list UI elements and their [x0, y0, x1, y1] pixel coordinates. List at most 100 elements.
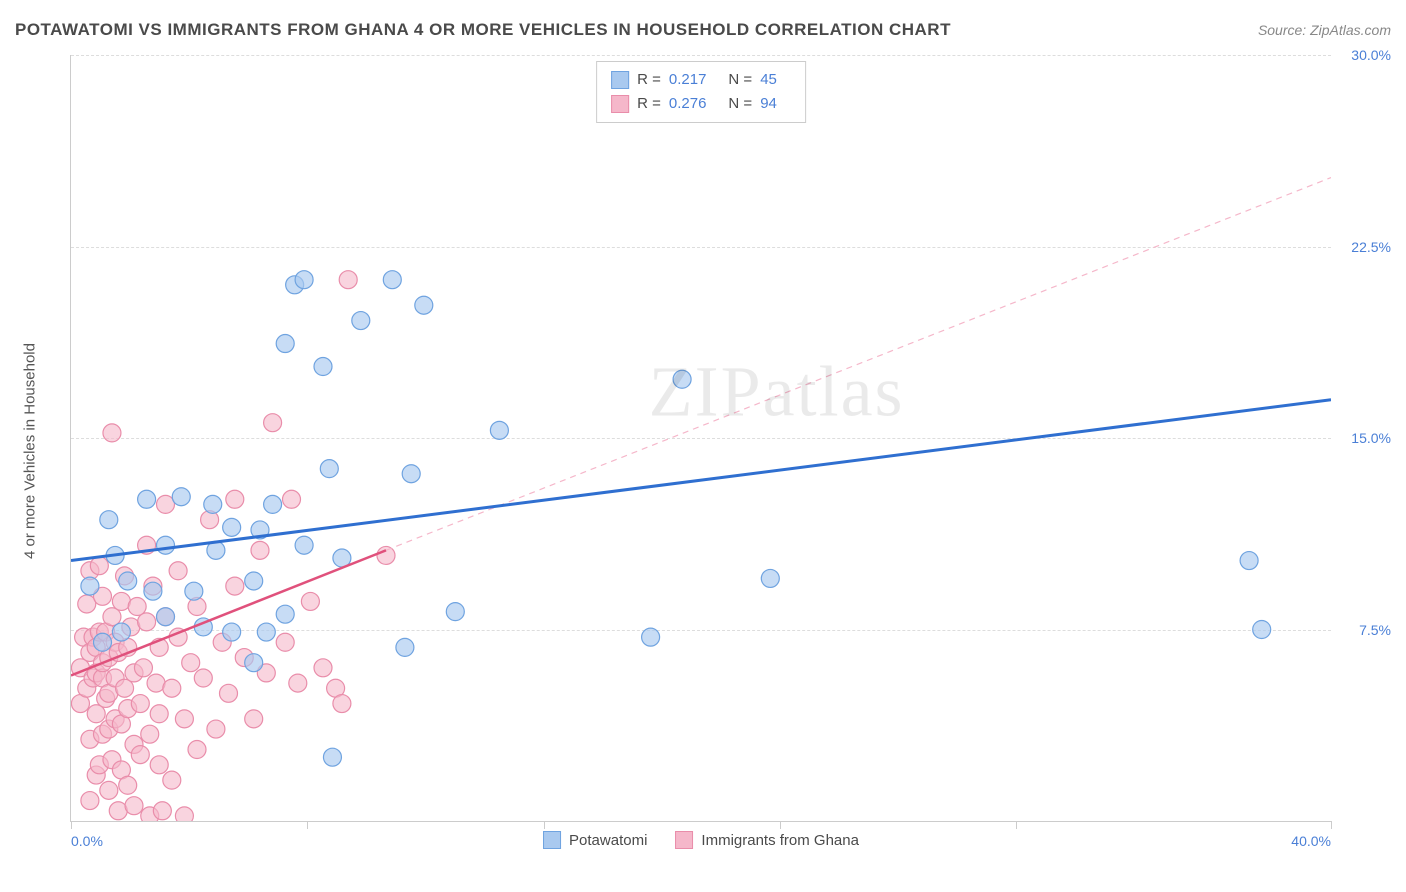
data-point	[226, 577, 244, 595]
data-point	[642, 628, 660, 646]
data-point	[207, 720, 225, 738]
x-tick	[780, 821, 781, 829]
r-label: R =	[637, 68, 661, 92]
legend-swatch-potawatomi-icon	[543, 831, 561, 849]
header: POTAWATOMI VS IMMIGRANTS FROM GHANA 4 OR…	[15, 20, 1391, 40]
data-point	[125, 797, 143, 815]
data-point	[94, 633, 112, 651]
data-point	[333, 695, 351, 713]
series-legend: Potawatomi Immigrants from Ghana	[543, 831, 859, 849]
data-point	[169, 562, 187, 580]
data-point	[138, 613, 156, 631]
data-point	[100, 511, 118, 529]
chart-title: POTAWATOMI VS IMMIGRANTS FROM GHANA 4 OR…	[15, 20, 951, 40]
data-point	[761, 569, 779, 587]
n-value-ghana: 94	[760, 92, 777, 116]
x-tick	[544, 821, 545, 829]
data-point	[320, 460, 338, 478]
data-point	[223, 623, 241, 641]
r-value-ghana: 0.276	[669, 92, 707, 116]
r-label: R =	[637, 92, 661, 116]
data-point	[446, 603, 464, 621]
legend-swatch-potawatomi	[611, 71, 629, 89]
data-point	[150, 756, 168, 774]
y-axis-label: 4 or more Vehicles in Household	[22, 343, 39, 559]
data-point	[188, 741, 206, 759]
data-point	[153, 802, 171, 820]
data-point	[673, 370, 691, 388]
data-point	[396, 638, 414, 656]
legend-swatch-ghana-icon	[675, 831, 693, 849]
y-tick-label: 15.0%	[1351, 430, 1391, 446]
correlation-legend: R = 0.217 N = 45 R = 0.276 N = 94	[596, 61, 806, 123]
data-point	[119, 776, 137, 794]
data-point	[223, 518, 241, 536]
data-point	[1253, 621, 1271, 639]
data-point	[295, 271, 313, 289]
y-tick-label: 7.5%	[1359, 622, 1391, 638]
data-point	[301, 592, 319, 610]
data-point	[144, 582, 162, 600]
data-point	[245, 654, 263, 672]
data-point	[352, 312, 370, 330]
regression-line	[386, 178, 1331, 551]
data-point	[175, 807, 193, 821]
source-label: Source:	[1258, 22, 1306, 38]
x-tick-label: 40.0%	[1291, 833, 1331, 849]
data-point	[157, 536, 175, 554]
data-point	[112, 623, 130, 641]
data-point	[314, 659, 332, 677]
correlation-legend-row-1: R = 0.217 N = 45	[611, 68, 791, 92]
data-point	[175, 710, 193, 728]
data-point	[138, 490, 156, 508]
data-point	[283, 490, 301, 508]
x-tick	[71, 821, 72, 829]
data-point	[134, 659, 152, 677]
n-value-potawatomi: 45	[760, 68, 777, 92]
plot-area: ZIPatlas R = 0.217 N = 45 R = 0.276 N = …	[70, 55, 1331, 822]
data-point	[245, 572, 263, 590]
data-point	[226, 490, 244, 508]
regression-line	[71, 400, 1331, 561]
data-point	[103, 424, 121, 442]
data-point	[1240, 552, 1258, 570]
x-tick	[307, 821, 308, 829]
data-point	[415, 296, 433, 314]
data-point	[131, 746, 149, 764]
legend-item-ghana: Immigrants from Ghana	[675, 831, 859, 849]
data-point	[245, 710, 263, 728]
data-point	[81, 577, 99, 595]
data-point	[204, 495, 222, 513]
y-tick-label: 30.0%	[1351, 47, 1391, 63]
data-point	[251, 541, 269, 559]
data-point	[119, 572, 137, 590]
correlation-legend-row-2: R = 0.276 N = 94	[611, 92, 791, 116]
data-point	[185, 582, 203, 600]
data-point	[163, 771, 181, 789]
y-tick-label: 22.5%	[1351, 239, 1391, 255]
data-point	[257, 623, 275, 641]
data-point	[490, 421, 508, 439]
data-point	[323, 748, 341, 766]
source-attribution: Source: ZipAtlas.com	[1258, 22, 1391, 38]
legend-item-potawatomi: Potawatomi	[543, 831, 647, 849]
data-point	[377, 546, 395, 564]
data-point	[339, 271, 357, 289]
data-point	[141, 725, 159, 743]
data-point	[150, 705, 168, 723]
legend-label-ghana: Immigrants from Ghana	[701, 832, 859, 849]
data-point	[383, 271, 401, 289]
data-point	[81, 792, 99, 810]
data-point	[314, 358, 332, 376]
data-point	[289, 674, 307, 692]
data-point	[90, 557, 108, 575]
data-point	[295, 536, 313, 554]
r-value-potawatomi: 0.217	[669, 68, 707, 92]
n-label: N =	[728, 92, 752, 116]
data-point	[194, 669, 212, 687]
data-point	[131, 695, 149, 713]
legend-label-potawatomi: Potawatomi	[569, 832, 647, 849]
data-point	[402, 465, 420, 483]
data-point	[220, 684, 238, 702]
source-value: ZipAtlas.com	[1310, 22, 1391, 38]
